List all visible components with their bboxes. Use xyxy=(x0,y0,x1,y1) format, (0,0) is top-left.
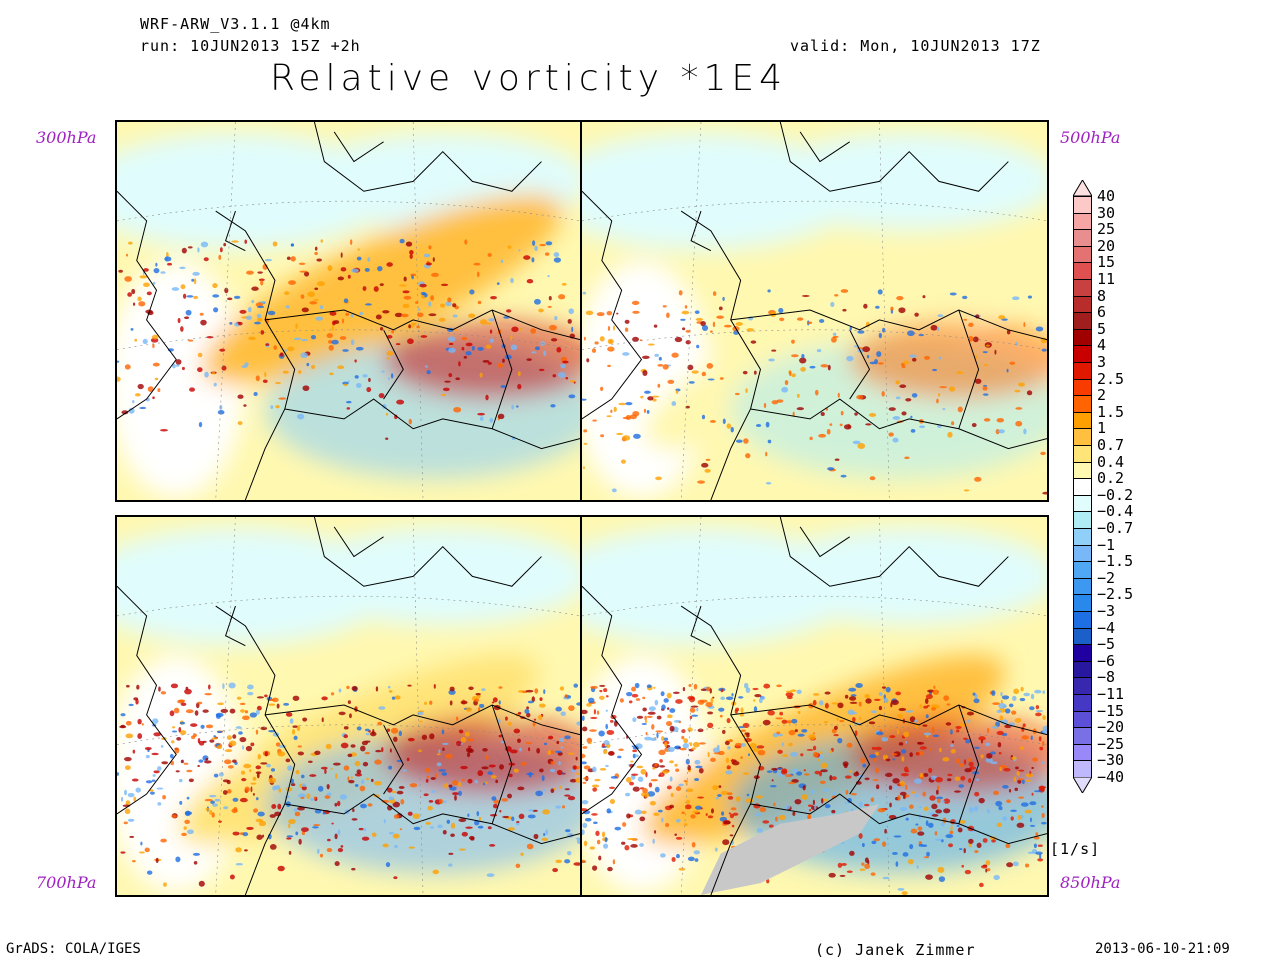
colorbar-swatch xyxy=(1073,312,1092,330)
footer-timestamp: 2013-06-10-21:09 xyxy=(1095,941,1230,957)
colorbar-swatch xyxy=(1073,544,1092,563)
colorbar-label: −0.2 xyxy=(1097,485,1134,504)
colorbar-swatch xyxy=(1073,411,1092,430)
colorbar-swatch xyxy=(1073,445,1092,463)
colorbar-swatch xyxy=(1073,644,1092,662)
colorbar-label: 0.4 xyxy=(1097,452,1125,471)
colorbar-swatch xyxy=(1073,677,1092,695)
colorbar-label: 3 xyxy=(1097,353,1107,371)
colorbar-label: −2 xyxy=(1097,568,1116,587)
colorbar-swatch xyxy=(1073,245,1092,264)
colorbar-label: 1 xyxy=(1097,419,1107,438)
colorbar-swatch xyxy=(1073,478,1092,496)
colorbar-label: 0.7 xyxy=(1097,436,1125,454)
valid-label: valid: Mon, 10JUN2013 17Z xyxy=(790,37,1041,55)
colorbar-label: −30 xyxy=(1097,751,1125,770)
colorbar-swatch xyxy=(1073,196,1092,214)
panel-700hpa xyxy=(115,515,582,897)
units-label: [1/s] xyxy=(1050,840,1101,858)
model-label: WRF-ARW_V3.1.1 @4km xyxy=(140,15,331,33)
colorbar-label: 0.2 xyxy=(1097,469,1125,488)
level-label-700: 700hPa xyxy=(36,873,97,892)
colorbar-label: 40 xyxy=(1097,187,1116,205)
panel-300hpa xyxy=(115,120,582,502)
colorbar-swatch xyxy=(1073,528,1092,546)
run-label: run: 10JUN2013 15Z +2h xyxy=(140,37,361,55)
colorbar-swatch xyxy=(1073,494,1092,513)
colorbar-swatch xyxy=(1073,345,1092,363)
colorbar-swatch xyxy=(1073,262,1092,280)
colorbar-swatch xyxy=(1073,627,1092,646)
colorbar-label: 2 xyxy=(1097,386,1107,405)
colorbar-label: −1 xyxy=(1097,535,1116,554)
colorbar-swatch xyxy=(1073,611,1092,629)
colorbar-label: 6 xyxy=(1097,303,1107,322)
panel-850hpa xyxy=(580,515,1049,897)
colorbar-swatch xyxy=(1073,328,1092,347)
colorbar-label: 8 xyxy=(1097,286,1107,305)
colorbar-swatch xyxy=(1073,561,1092,579)
colorbar-label: −0.4 xyxy=(1097,502,1134,521)
colorbar-label: −0.7 xyxy=(1097,519,1134,537)
colorbar-label: −1.5 xyxy=(1097,552,1134,571)
colorbar-swatch xyxy=(1073,229,1092,247)
colorbar-label: −3 xyxy=(1097,602,1116,620)
colorbar-label: −40 xyxy=(1097,768,1125,786)
colorbar-label: 30 xyxy=(1097,203,1116,222)
colorbar-swatch xyxy=(1073,395,1092,413)
colorbar-label: 4 xyxy=(1097,336,1107,355)
colorbar-swatch xyxy=(1073,660,1092,679)
colorbar-swatch xyxy=(1073,378,1092,397)
colorbar-swatch xyxy=(1073,743,1092,762)
colorbar-label: −15 xyxy=(1097,701,1125,720)
colorbar-min-arrow xyxy=(1073,777,1092,793)
colorbar-swatch xyxy=(1073,461,1092,480)
colorbar-label: −11 xyxy=(1097,685,1125,703)
colorbar-label: 5 xyxy=(1097,319,1107,338)
colorbar-swatch xyxy=(1073,710,1092,729)
colorbar-label: 20 xyxy=(1097,236,1116,255)
colorbar-label: −2.5 xyxy=(1097,585,1134,604)
colorbar-label: −5 xyxy=(1097,635,1116,654)
colorbar-swatch xyxy=(1073,362,1092,380)
colorbar-swatch xyxy=(1073,760,1092,778)
colorbar-max-arrow xyxy=(1073,180,1092,196)
colorbar-label: 1.5 xyxy=(1097,402,1125,421)
colorbar-swatch xyxy=(1073,279,1092,297)
colorbar-swatch xyxy=(1073,428,1092,446)
colorbar-swatch xyxy=(1073,295,1092,314)
footer-grads: GrADS: COLA/IGES xyxy=(6,941,141,957)
level-label-500: 500hPa xyxy=(1060,128,1121,147)
vorticity-field-map xyxy=(117,122,580,500)
colorbar-swatch xyxy=(1073,212,1092,231)
panel-500hpa xyxy=(580,120,1049,502)
colorbar-label: −25 xyxy=(1097,734,1125,753)
colorbar-label: 25 xyxy=(1097,220,1116,239)
colorbar-swatch xyxy=(1073,727,1092,745)
colorbar-swatch xyxy=(1073,577,1092,596)
colorbar-label: 2.5 xyxy=(1097,369,1125,388)
colorbar-swatch xyxy=(1073,594,1092,612)
vorticity-field-map xyxy=(582,517,1047,895)
colorbar-label: −20 xyxy=(1097,718,1125,737)
colorbar-label: 11 xyxy=(1097,270,1116,288)
colorbar-swatch xyxy=(1073,694,1092,712)
vorticity-field-map xyxy=(117,517,580,895)
level-label-300: 300hPa xyxy=(36,128,97,147)
colorbar-swatch xyxy=(1073,511,1092,529)
footer-credit: (c) Janek Zimmer xyxy=(815,941,976,959)
page-title: Relative vorticity *1E4 xyxy=(270,58,788,99)
colorbar-label: −6 xyxy=(1097,651,1116,670)
vorticity-field-map xyxy=(582,122,1047,500)
colorbar-label: −8 xyxy=(1097,668,1116,687)
level-label-850: 850hPa xyxy=(1060,873,1121,892)
colorbar-label: 15 xyxy=(1097,253,1116,272)
colorbar-label: −4 xyxy=(1097,618,1116,637)
